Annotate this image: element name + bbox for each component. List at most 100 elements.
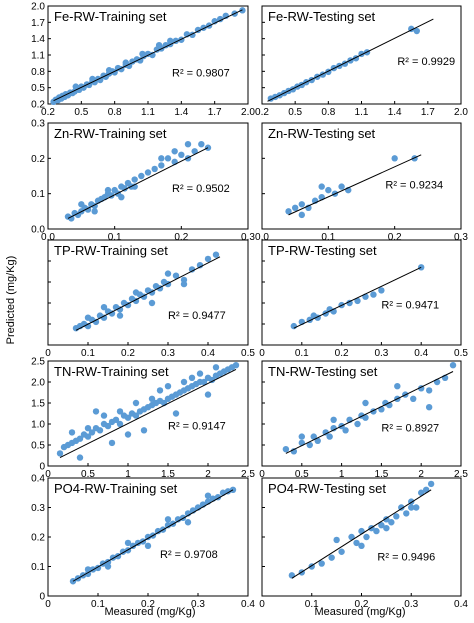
x-tick-label: 2.5 <box>454 469 468 480</box>
data-point <box>100 314 108 321</box>
data-point <box>418 489 425 496</box>
data-point <box>131 176 138 183</box>
data-point <box>158 155 165 162</box>
data-point <box>132 412 140 419</box>
y-tick-label: 0 <box>39 592 45 603</box>
data-point <box>144 533 152 541</box>
y-tick-label: 2.0 <box>31 2 45 13</box>
data-point <box>104 422 112 430</box>
data-point <box>88 429 96 436</box>
data-point <box>89 75 96 83</box>
x-tick-label: 0 <box>259 469 265 480</box>
x-tick-label: 0.4 <box>454 599 468 610</box>
data-point <box>148 299 156 307</box>
data-point <box>167 37 174 45</box>
panel-title: PO4-RW-Training set <box>54 481 178 496</box>
r-squared-label: R² = 0.9477 <box>168 310 226 322</box>
y-tick-label: 0.1 <box>31 562 45 573</box>
data-point <box>282 446 290 453</box>
panel-title: PO4-RW-Testing set <box>268 481 386 496</box>
y-tick-label: 1.5 <box>31 399 45 410</box>
x-tick-label: 0.5 <box>454 348 468 359</box>
x-tick-label: 0.5 <box>81 469 95 480</box>
x-tick-label: 0.3 <box>241 232 255 243</box>
data-point <box>156 387 164 394</box>
data-point <box>358 527 365 535</box>
data-point <box>148 395 156 402</box>
panel-8: 0 0.5 1 1.5 2 2.5 TN-RW-Testing set R² = 0.8927 <box>259 360 468 480</box>
data-point <box>285 208 292 215</box>
x-tick-label: 0.8 <box>321 107 335 118</box>
panel-3: 0.0 0.1 0.2 0.3 0.0 0.1 0.2 0.3 Zn-RW-Training s… <box>31 119 255 244</box>
regression-line <box>291 489 432 579</box>
plot-frame <box>261 360 462 467</box>
x-tick-label: 0.3 <box>454 232 468 243</box>
data-point <box>425 387 433 394</box>
panel-2: 0.2 0.5 0.8 1.1 1.4 1.7 2.0 Fe-RW-Testing set R²… <box>255 5 468 118</box>
data-point <box>290 448 298 455</box>
x-tick-label: 0.4 <box>414 348 428 359</box>
data-point <box>84 314 92 321</box>
panel-title: Zn-RW-Training set <box>54 126 167 141</box>
data-point <box>100 412 108 419</box>
data-point <box>154 527 162 535</box>
y-tick-label: 0.3 <box>31 503 45 514</box>
data-point <box>363 533 370 541</box>
data-point <box>116 408 124 415</box>
data-point <box>172 272 180 279</box>
y-tick-label: 0.2 <box>31 100 45 111</box>
x-tick-label: 0.1 <box>91 599 105 610</box>
data-point <box>164 155 172 162</box>
data-point <box>378 287 385 294</box>
x-tick-label: 0.2 <box>41 107 55 118</box>
data-point <box>306 441 313 449</box>
data-point <box>224 488 232 495</box>
data-point <box>425 404 433 411</box>
x-tick-label: 1.7 <box>208 107 222 118</box>
data-point <box>92 408 100 415</box>
x-axis-label-left: Measured (mg/Kg) <box>104 606 195 618</box>
data-point <box>326 433 333 440</box>
y-tick-label: 2.5 <box>31 357 45 368</box>
data-point <box>391 155 398 162</box>
data-point <box>342 427 349 434</box>
data-point <box>172 410 180 417</box>
y-tick-label: 1.0 <box>31 420 45 431</box>
y-tick-label: 0.2 <box>31 154 45 165</box>
panel-5: 0 0.1 0.2 0.3 0.4 0.5 TP-RW-Training set R² = 0… <box>45 239 255 359</box>
panel-10: 0 0.1 0.2 0.3 0.4 PO4-RW-Testing set R² = 0.94… <box>259 477 468 610</box>
plot-frame <box>47 239 249 346</box>
data-point <box>413 504 420 511</box>
data-point <box>164 383 172 390</box>
x-tick-label: 2 <box>205 469 211 480</box>
x-tick-label: 0.2 <box>174 232 188 243</box>
x-tick-label: 1.7 <box>421 107 435 118</box>
y-tick-label: 0.8 <box>31 67 45 78</box>
panel-title: TP-RW-Training set <box>54 243 168 258</box>
data-point <box>449 362 457 369</box>
data-point <box>104 563 112 570</box>
data-point <box>290 322 298 330</box>
data-point <box>314 437 321 444</box>
x-tick-label: 1.5 <box>374 469 388 480</box>
data-point <box>408 504 415 511</box>
data-point <box>212 364 220 371</box>
r-squared-label: R² = 0.9502 <box>172 183 230 195</box>
data-point <box>370 291 377 298</box>
panel-4: 0.0 0.1 0.2 0.3 Zn-RW-Testing set R² = 0.9234 <box>255 122 468 243</box>
data-point <box>330 425 337 432</box>
y-tick-label: 0.3 <box>31 119 45 130</box>
r-squared-label: R² = 0.9496 <box>377 552 435 564</box>
data-point <box>121 185 128 192</box>
x-tick-label: 1 <box>125 469 131 480</box>
panel-6: 0 0.1 0.2 0.3 0.4 0.5 TP-RW-Testing set R² = 0.… <box>259 239 468 359</box>
x-tick-label: 0.2 <box>121 348 135 359</box>
r-squared-label: R² = 0.8927 <box>381 422 439 434</box>
plot-frame <box>47 122 249 230</box>
data-point <box>204 391 212 398</box>
data-point <box>151 165 158 173</box>
data-point <box>362 414 369 421</box>
data-point <box>196 262 204 269</box>
regression-line <box>293 266 422 329</box>
x-tick-label: 0.1 <box>81 348 95 359</box>
